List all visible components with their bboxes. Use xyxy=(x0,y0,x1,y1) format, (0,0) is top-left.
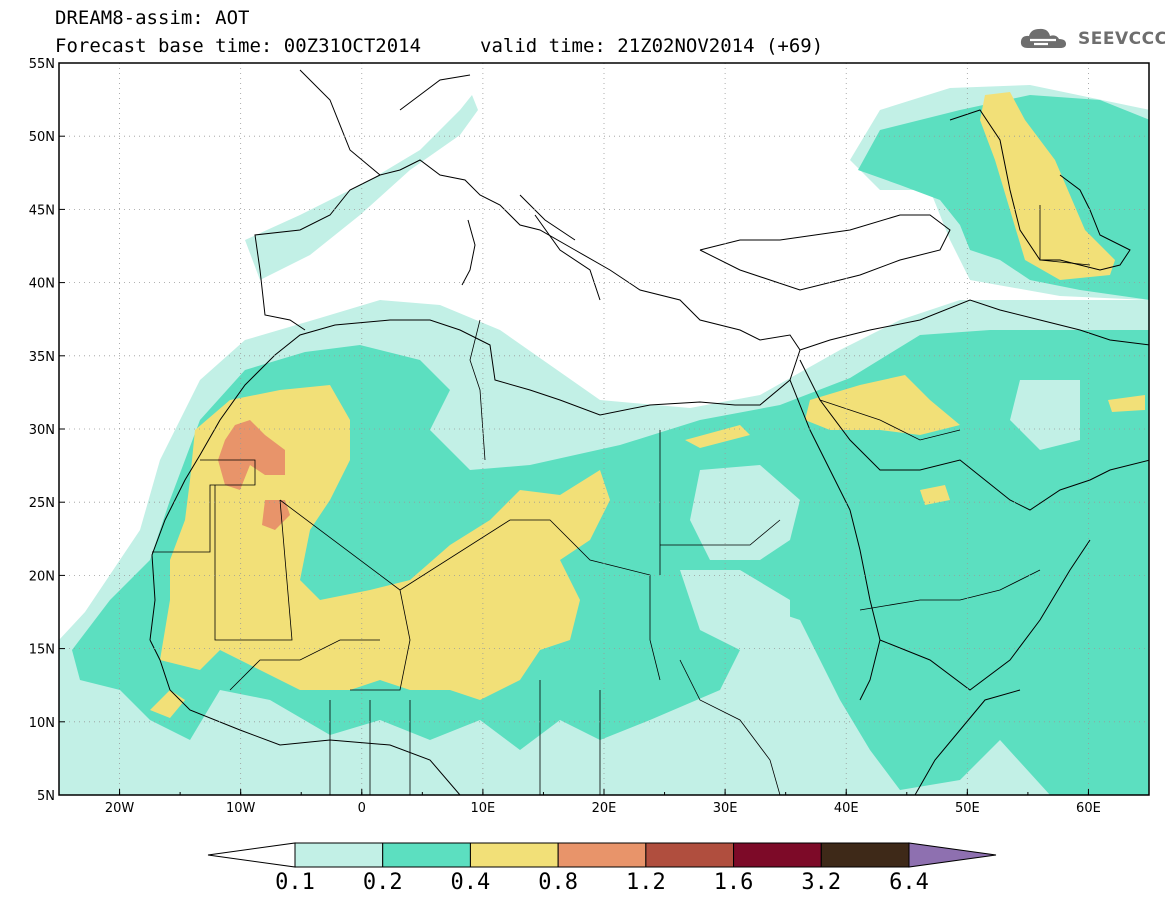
lat-tick-label: 10N xyxy=(29,716,55,731)
lat-tick-label: 45N xyxy=(29,203,55,218)
colorbar-high-arrow xyxy=(908,842,997,868)
tick-marks xyxy=(58,62,1150,796)
cloud-icon xyxy=(1020,28,1066,48)
lat-tick-label: 5N xyxy=(37,789,55,804)
colorbar-box xyxy=(820,842,910,868)
base-time-label: Forecast base time: 00Z31OCT2014 xyxy=(55,35,422,57)
colorbar-label: 0.8 xyxy=(538,870,578,895)
colorbar-label: 1.2 xyxy=(626,870,666,895)
lon-tick-label: 10W xyxy=(226,801,256,816)
lat-tick-label: 30N xyxy=(29,423,55,438)
colorbar-box xyxy=(382,842,471,868)
colorbar-box xyxy=(469,842,559,868)
lon-tick-label: 40E xyxy=(834,801,859,816)
colorbar-label: 6.4 xyxy=(889,870,929,895)
lat-tick-label: 40N xyxy=(29,277,55,292)
lat-tick-label: 55N xyxy=(29,57,55,72)
colorbar: 0.1 0.2 0.4 0.8 1.2 1.6 3.2 6.4 xyxy=(207,842,997,895)
colorbar-label: 1.6 xyxy=(714,870,754,895)
lat-tick-label: 50N xyxy=(29,130,55,145)
lon-tick-label: 20E xyxy=(592,801,617,816)
lon-tick-label: 60E xyxy=(1076,801,1101,816)
aot-band-0.8 xyxy=(218,420,285,490)
logo-text: SEEVCCC xyxy=(1078,29,1165,49)
seevccc-logo: SEEVCCC xyxy=(1018,24,1165,54)
lat-tick-label: 35N xyxy=(29,350,55,365)
lat-tick-label: 15N xyxy=(29,643,55,658)
valid-time-label: valid time: 21Z02NOV2014 (+69) xyxy=(480,35,824,57)
colorbar-box xyxy=(294,842,384,868)
aot-field xyxy=(59,85,1149,795)
lon-tick-label: 10E xyxy=(471,801,496,816)
colorbar-box xyxy=(645,842,735,868)
colorbar-label: 0.4 xyxy=(451,870,491,895)
colorbar-label: 0.2 xyxy=(363,870,403,895)
lon-tick-label: 0 xyxy=(358,801,366,816)
colorbar-label: 0.1 xyxy=(275,870,315,895)
tick-labels: 20W 10W 0 10E 20E 30E 40E 50E 60E 55N 50N 45N 40N 35N… xyxy=(29,57,1101,816)
colorbar-low-arrow xyxy=(207,842,296,868)
lon-tick-label: 30E xyxy=(713,801,738,816)
colorbar-label: 3.2 xyxy=(801,870,841,895)
lat-tick-label: 25N xyxy=(29,496,55,511)
colorbar-box xyxy=(557,842,647,868)
borders xyxy=(152,205,1091,795)
lon-tick-label: 50E xyxy=(955,801,980,816)
graticule xyxy=(59,63,1149,795)
colorbar-box xyxy=(733,842,822,868)
lat-tick-label: 20N xyxy=(29,569,55,584)
lon-tick-label: 20W xyxy=(105,801,135,816)
product-title: DREAM8-assim: AOT xyxy=(55,7,250,29)
